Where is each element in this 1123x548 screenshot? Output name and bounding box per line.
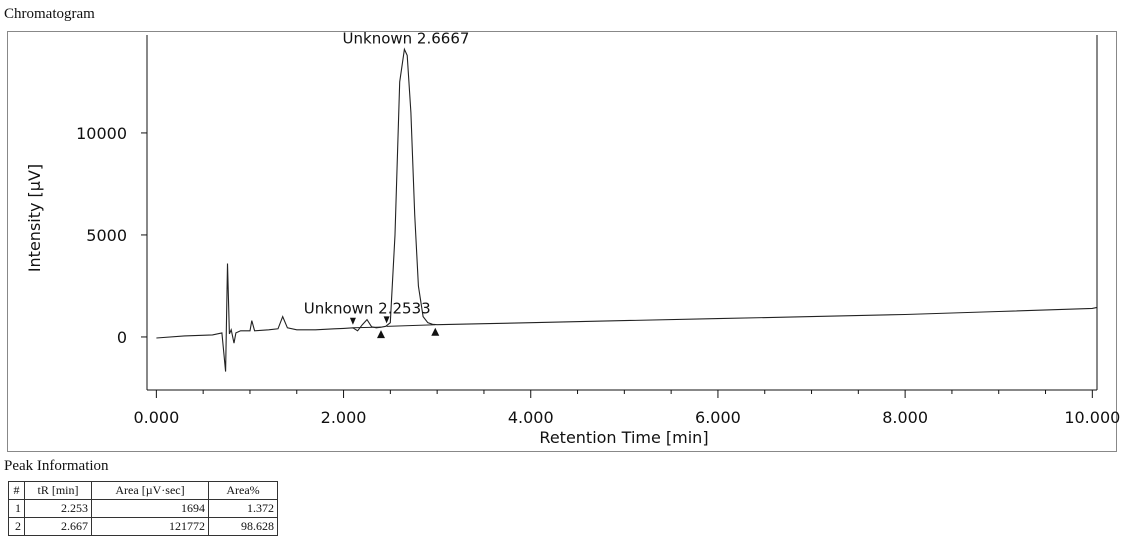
header-area: Area [µV·sec] [91,481,209,500]
x-tick-label: 8.000 [882,408,928,427]
x-tick-label: 0.000 [133,408,179,427]
series [156,47,1098,372]
y-tick-label: 0 [117,328,127,347]
x-ticks: 0.000 2.000 4.000 6.000 8.000 10.000 [133,390,1120,427]
y-tick-label: 5000 [86,226,127,245]
peak-end-marker [431,327,440,336]
peak-info-title: Peak Information [4,458,109,474]
cell-area-percent: 98.628 [208,517,278,536]
x-tick-label: 4.000 [508,408,554,427]
cell-retention-time: 2.667 [24,517,92,536]
chart-frame [7,31,1117,452]
header-retention-time: tR [min] [24,481,92,500]
peak-label: Unknown 2.2533 [304,300,431,318]
chromatogram-plot: 0.000 2.000 4.000 6.000 8.000 10.000 0 5000 100… [25,29,1120,447]
axes [146,35,1098,391]
y-axis-label: Intensity [µV] [25,164,44,272]
x-axis-label: Retention Time [min] [539,428,708,447]
cell-retention-time: 2.253 [24,499,92,518]
peak-table-header: # tR [min] Area [µV·sec] Area% [8,481,278,500]
cell-area: 121772 [91,517,209,536]
table-row: 1 2.253 1694 1.372 [8,499,278,518]
cell-number: 1 [8,499,25,518]
signal-trace [156,47,1098,372]
peak-table: # tR [min] Area [µV·sec] Area% 1 2.253 1… [8,481,278,536]
y-tick-label: 10000 [76,124,127,143]
cell-area-percent: 1.372 [208,499,278,518]
peak-markers [349,316,440,339]
x-tick-label: 10.000 [1064,408,1120,427]
peak-label: Unknown 2.6667 [343,29,470,47]
table-row: 2 2.667 121772 98.628 [8,517,278,536]
peak-start-marker [383,316,390,324]
cell-area: 1694 [91,499,209,518]
x-tick-label: 2.000 [321,408,367,427]
annotations: Unknown 2.6667 Unknown 2.2533 [304,29,470,317]
header-number: # [8,481,25,500]
y-ticks: 0 5000 10000 [76,124,147,347]
cell-number: 2 [8,517,25,536]
peak-baseline [386,324,436,327]
peak-baseline [352,326,382,329]
chart-title: Chromatogram [4,6,95,22]
peak-end-marker [376,330,385,339]
x-tick-label: 6.000 [695,408,741,427]
peak-start-marker [349,317,356,325]
header-area-percent: Area% [208,481,278,500]
